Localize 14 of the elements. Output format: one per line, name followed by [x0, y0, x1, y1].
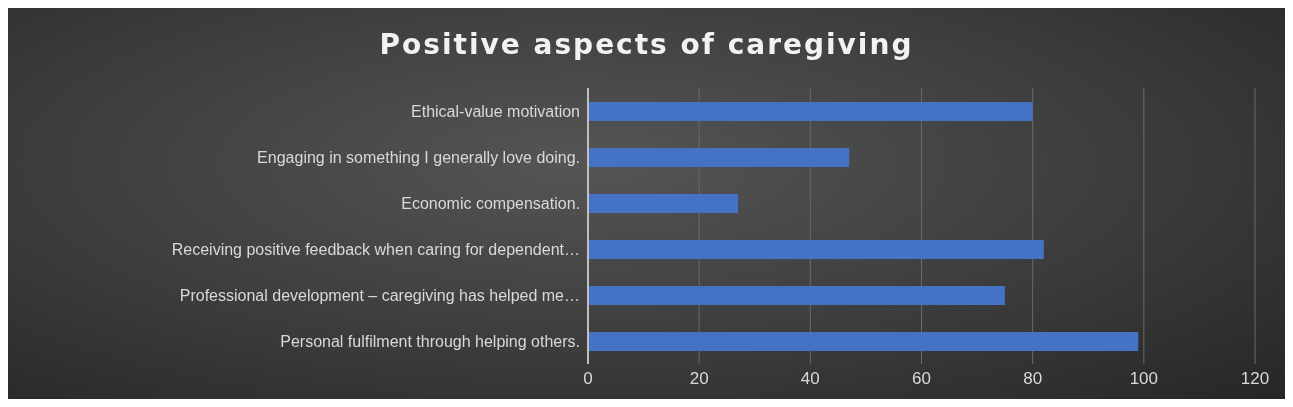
x-tick-label: 60	[912, 369, 931, 389]
x-tick-label: 80	[1023, 369, 1043, 389]
y-tick-label: Receiving positive feedback when caring for dependent…	[171, 240, 580, 258]
y-tick-label: Personal fulfilment through helping others.	[280, 332, 580, 350]
x-tick-label: 20	[689, 369, 709, 389]
y-tick-label: Engaging in something I generally love doing.	[257, 148, 580, 166]
y-tick-label: Professional development – caregiving has helped me…	[179, 286, 580, 304]
x-tick-label: 100	[1129, 369, 1159, 389]
x-tick-label: 120	[1240, 369, 1270, 389]
y-tick-label: Economic compensation.	[401, 194, 580, 212]
y-tick-label: Ethical-value motivation	[411, 102, 580, 120]
x-tick-label: 40	[800, 369, 820, 389]
x-tick-label: 0	[583, 369, 593, 389]
chart-title: Positive aspects of caregiving	[378, 28, 915, 61]
